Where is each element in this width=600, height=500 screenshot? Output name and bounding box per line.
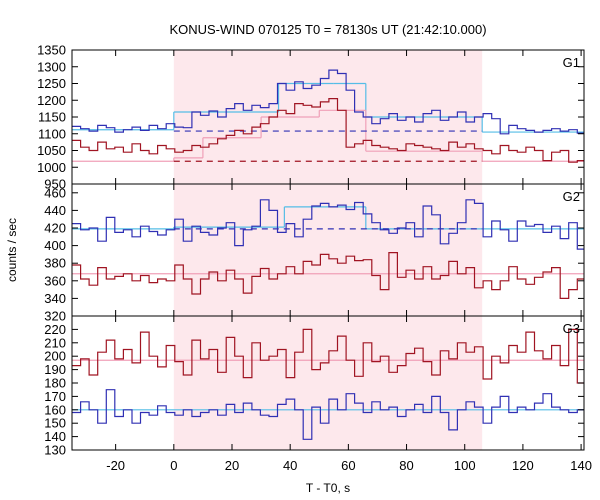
y-tick-label: 460 <box>44 185 66 200</box>
y-tick-label: 420 <box>44 221 66 236</box>
y-tick-label: 1250 <box>37 76 66 91</box>
x-axis-label: T - T0, s <box>306 481 350 495</box>
y-tick-label: 170 <box>44 389 66 404</box>
y-tick-label: 380 <box>44 256 66 271</box>
panels-layer: 95010001050110011501200125013001350G1320… <box>37 43 592 474</box>
y-tick-label: 220 <box>44 322 66 337</box>
x-tick-label: 20 <box>225 458 239 473</box>
y-tick-label: 1200 <box>37 93 66 108</box>
x-tick-label: 140 <box>570 458 592 473</box>
x-tick-label: 80 <box>399 458 413 473</box>
y-tick-label: 200 <box>44 349 66 364</box>
y-tick-label: 1100 <box>38 126 66 141</box>
lightcurve-red <box>72 98 584 163</box>
y-axis-label: counts / sec <box>5 218 19 282</box>
x-tick-label: 0 <box>170 458 177 473</box>
chart-title: KONUS-WIND 070125 T0 = 78130s UT (21:42:… <box>169 22 486 37</box>
x-tick-label: 40 <box>283 458 297 473</box>
y-tick-label: 190 <box>44 362 66 377</box>
x-tick-label: 60 <box>341 458 355 473</box>
lightcurve-blue <box>72 199 584 250</box>
y-tick-label: 180 <box>44 376 66 391</box>
y-tick-label: 320 <box>44 309 66 324</box>
y-tick-label: 140 <box>44 429 66 444</box>
x-tick-label: 120 <box>512 458 534 473</box>
y-tick-label: 160 <box>44 402 66 417</box>
x-tick-label: -20 <box>106 458 125 473</box>
y-tick-label: 1350 <box>37 43 66 58</box>
y-tick-label: 950 <box>44 177 66 192</box>
panel-name-g2: G2 <box>563 189 580 204</box>
panel-name-g3: G3 <box>563 321 580 336</box>
x-tick-label: 100 <box>454 458 476 473</box>
y-tick-label: 1150 <box>38 110 66 125</box>
panel-plot-area <box>72 69 584 163</box>
y-tick-label: 130 <box>44 443 66 458</box>
lightcurve-blue <box>72 69 584 135</box>
y-tick-label: 210 <box>44 335 66 350</box>
lightcurve-red <box>72 252 584 299</box>
y-tick-label: 1000 <box>37 160 66 175</box>
y-tick-label: 1050 <box>37 143 66 158</box>
y-tick-label: 340 <box>44 291 66 306</box>
y-tick-label: 400 <box>44 238 66 253</box>
y-tick-label: 360 <box>44 273 66 288</box>
panel-plot-area <box>72 328 584 440</box>
y-tick-label: 440 <box>44 203 66 218</box>
panel-plot-area <box>72 199 584 299</box>
y-tick-label: 150 <box>44 416 66 431</box>
y-tick-label: 1300 <box>37 59 66 74</box>
lightcurve-red <box>72 328 584 384</box>
lightcurve-blue <box>72 389 584 440</box>
panel-name-g1: G1 <box>563 55 580 70</box>
